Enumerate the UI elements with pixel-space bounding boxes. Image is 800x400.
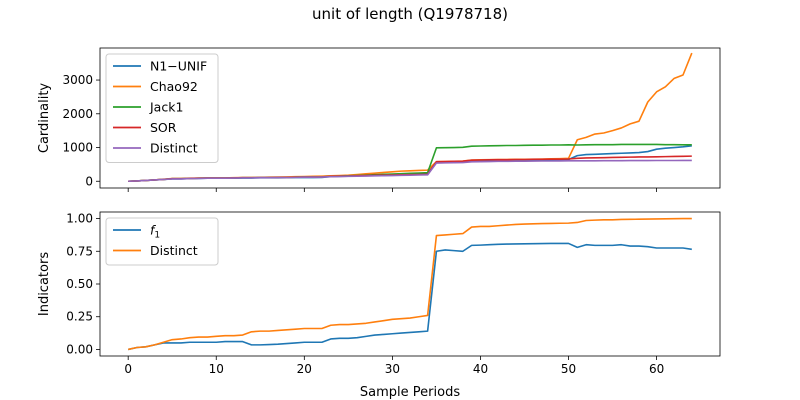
x-tick-label: 60 (649, 362, 664, 376)
series-line-distinct (128, 159, 692, 183)
legend-label: Jack1 (149, 100, 183, 115)
legend-label: Distinct (150, 141, 198, 156)
x-tick-label: 40 (473, 362, 488, 376)
y-tick-label: 1.00 (66, 212, 93, 226)
indicators-legend: f1 Distinct (105, 217, 219, 266)
y-tick-label: 0.50 (66, 277, 93, 291)
cardinality-legend: N1−UNIF Chao92 Jack1 SOR Distinct (105, 53, 219, 163)
legend-label: f1 (150, 223, 160, 241)
indicators-axis-ticks: 0 10 20 30 40 50 60 0.00 0.25 0.50 0.75 1.00 (66, 212, 664, 376)
x-tick-label: 50 (561, 362, 576, 376)
y-tick-label: 0.75 (66, 244, 93, 258)
cardinality-plot-frame (99, 47, 721, 189)
legend-label: Distinct (150, 243, 198, 258)
legend-box (105, 53, 219, 163)
x-tick-label: 0 (124, 362, 132, 376)
x-tick-label: 10 (209, 362, 224, 376)
x-tick-label: 20 (297, 362, 312, 376)
y-tick-label: 3000 (62, 73, 93, 87)
cardinality-y-axis-label: Cardinality (37, 83, 52, 154)
y-tick-label: 0 (85, 174, 93, 188)
figure-title: unit of length (Q1978718) (312, 5, 508, 23)
indicators-panel: 0 10 20 30 40 50 60 0.00 0.25 0.50 0.75 1.00 Indica… (37, 212, 721, 400)
series-line-distinct (128, 217, 692, 351)
indicators-series-lines (128, 217, 692, 351)
y-tick-label: 2000 (62, 107, 93, 121)
indicators-y-axis-label: Indicators (37, 252, 52, 316)
cardinality-series-lines (128, 52, 693, 183)
cardinality-axis-ticks: 0 1000 2000 3000 (62, 73, 657, 192)
series-line-f1 (128, 242, 692, 351)
x-axis-label: Sample Periods (360, 385, 460, 400)
y-tick-label: 1000 (62, 141, 93, 155)
legend-label: N1−UNIF (150, 59, 207, 74)
y-tick-label: 0.25 (66, 310, 93, 324)
y-tick-label: 0.00 (66, 342, 93, 356)
legend-label: SOR (150, 120, 177, 135)
cardinality-panel: 0 1000 2000 3000 Cardinality N1−UNIF Chao92 J… (37, 47, 721, 192)
x-tick-label: 30 (385, 362, 400, 376)
legend-label: Chao92 (150, 79, 198, 94)
